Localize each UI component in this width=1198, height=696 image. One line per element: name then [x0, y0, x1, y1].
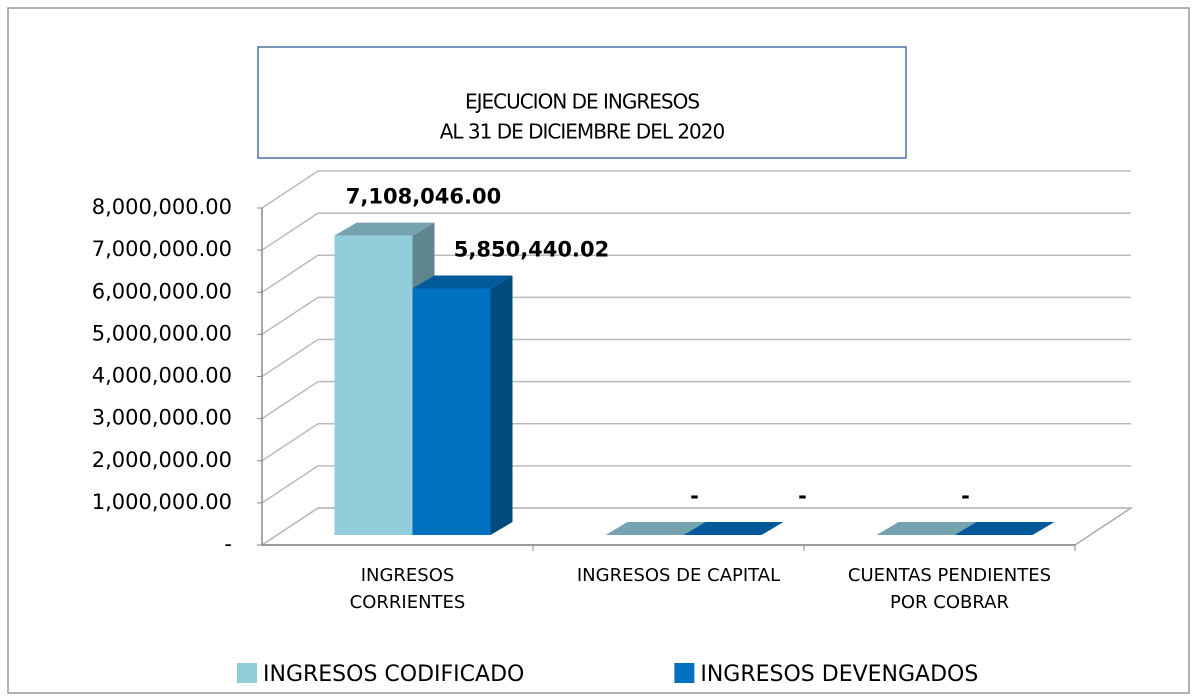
legend-swatch	[237, 663, 257, 683]
grid-line	[261, 338, 1131, 378]
data-label: -	[961, 484, 970, 508]
bar-side	[490, 275, 513, 535]
grid-line	[261, 380, 1131, 420]
y-tick-label: 5,000,000.00	[92, 321, 232, 345]
bar	[876, 522, 977, 535]
y-tick-label: 7,000,000.00	[92, 237, 232, 261]
bar-top	[683, 522, 784, 535]
title-box	[257, 46, 907, 159]
bar-top	[412, 275, 513, 289]
x-tick-label: CUENTAS PENDIENTES POR COBRAR	[847, 565, 1052, 613]
y-tick-label: 6,000,000.00	[92, 279, 232, 303]
bar	[412, 275, 513, 535]
bar-front	[412, 288, 491, 535]
grid-line	[261, 254, 1131, 293]
grid-line	[261, 296, 1131, 336]
bar-top	[876, 522, 977, 535]
y-tick-label: 2,000,000.00	[92, 448, 232, 472]
data-label: -	[798, 484, 807, 508]
y-tick-label: -	[224, 532, 232, 556]
legend-swatch	[674, 663, 695, 683]
chart-title: EJECUCION DE INGRESOS	[465, 90, 699, 114]
y-tick-label: 4,000,000.00	[92, 364, 232, 388]
bar	[605, 522, 706, 535]
grid-line	[261, 507, 1131, 546]
x-tick-label: INGRESOS CORRIENTES	[349, 565, 466, 613]
bar	[954, 522, 1055, 535]
y-tick-label: 3,000,000.00	[92, 406, 232, 430]
bar-top	[605, 522, 706, 535]
bar-top	[334, 222, 435, 236]
grid-line	[261, 423, 1131, 462]
data-label: 7,108,046.00	[346, 185, 501, 209]
data-label: -	[690, 484, 699, 508]
legend-label: INGRESOS CODIFICADO	[263, 662, 524, 687]
y-tick-label: 8,000,000.00	[92, 195, 232, 219]
y-tick-label: 1,000,000.00	[92, 490, 232, 514]
bar-front	[334, 235, 413, 536]
bar	[683, 522, 784, 535]
bar-top	[954, 522, 1055, 535]
grid-line	[261, 170, 1131, 209]
x-tick-label: INGRESOS DE CAPITAL	[576, 565, 781, 586]
grid-line	[261, 465, 1131, 504]
legend-label: INGRESOS DEVENGADOS	[700, 662, 978, 687]
grid-line	[261, 212, 1131, 251]
data-label: 5,850,440.02	[454, 238, 609, 262]
chart-title: AL 31 DE DICIEMBRE DEL 2020	[440, 120, 725, 144]
